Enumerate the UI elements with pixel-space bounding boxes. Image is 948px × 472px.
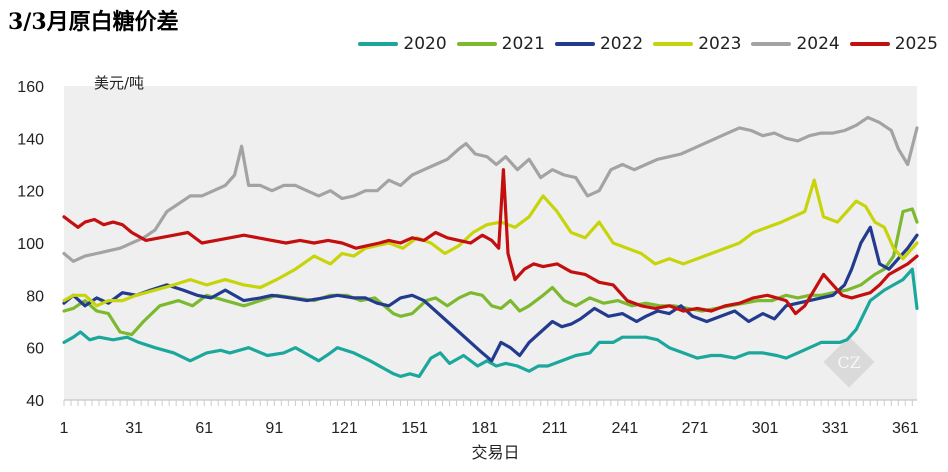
x-tick-label: 61 xyxy=(195,420,213,437)
legend-item-2025: 2025 xyxy=(849,34,938,54)
legend: 2020 2021 2022 2023 2024 2025 xyxy=(358,34,938,54)
x-axis-title: 交易日 xyxy=(471,443,519,462)
y-tick-label: 100 xyxy=(17,236,44,253)
legend-item-2023: 2023 xyxy=(653,34,741,54)
legend-swatch xyxy=(358,42,399,46)
legend-label: 2024 xyxy=(796,34,840,54)
y-tick-label: 60 xyxy=(26,341,44,358)
watermark-diamond xyxy=(823,336,875,388)
series-line-2020 xyxy=(62,267,919,378)
x-tick-label: 1 xyxy=(60,420,69,437)
legend-label: 2020 xyxy=(403,34,447,54)
y-tick-label: 120 xyxy=(17,184,44,201)
y-tick-label: 80 xyxy=(26,288,44,305)
legend-swatch xyxy=(751,42,792,46)
x-tick-label: 331 xyxy=(822,420,849,437)
plot-area xyxy=(64,86,917,400)
x-tick-label: 91 xyxy=(265,420,283,437)
watermark-mark: CZ xyxy=(837,353,860,372)
y-unit-label: 美元/吨 xyxy=(94,74,144,92)
legend-item-2024: 2024 xyxy=(751,34,840,54)
x-tick-label: 31 xyxy=(125,420,143,437)
series-line-2023 xyxy=(62,178,919,308)
legend-swatch xyxy=(849,42,890,46)
legend-label: 2025 xyxy=(894,34,938,54)
legend-swatch xyxy=(653,42,694,46)
x-tick-label: 181 xyxy=(471,420,498,437)
chart-title: 3/3月原白糖价差 xyxy=(8,9,179,35)
x-tick-label: 151 xyxy=(401,420,428,437)
legend-label: 2023 xyxy=(698,34,742,54)
legend-label: 2022 xyxy=(599,34,644,54)
x-tick-label: 271 xyxy=(682,420,709,437)
y-tick-label: 40 xyxy=(26,393,44,410)
legend-swatch xyxy=(456,42,497,46)
legend-item-2021: 2021 xyxy=(456,34,545,54)
x-tick-label: 301 xyxy=(752,420,779,437)
x-tick-label: 121 xyxy=(331,420,358,437)
legend-label: 2021 xyxy=(501,34,545,54)
x-tick-label: 361 xyxy=(892,420,919,437)
legend-item-2022: 2022 xyxy=(554,34,644,54)
y-tick-label: 160 xyxy=(17,79,44,96)
y-tick-label: 140 xyxy=(17,131,44,148)
series-line-2022 xyxy=(62,225,919,363)
series-line-2025 xyxy=(62,168,919,316)
legend-swatch xyxy=(554,42,595,46)
x-tick-label: 211 xyxy=(542,420,568,437)
series-line-2024 xyxy=(62,115,919,263)
x-tick-label: 241 xyxy=(612,420,639,437)
legend-item-2020: 2020 xyxy=(358,34,447,54)
watermark-logo: CZ xyxy=(823,336,875,388)
